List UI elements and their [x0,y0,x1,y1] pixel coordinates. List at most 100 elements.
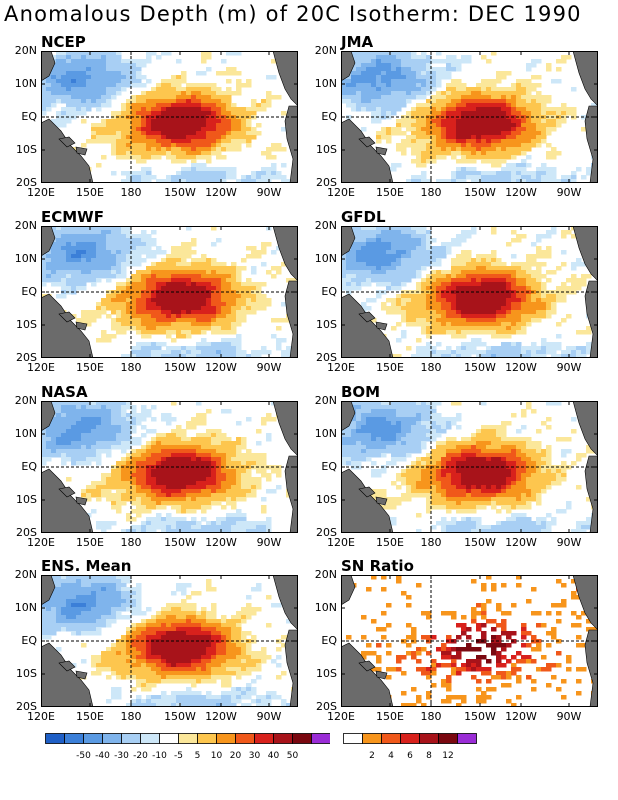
y-tick-label: 10S [16,318,37,331]
y-tick-label: 20S [316,351,337,364]
colorbar-swatch [381,733,401,744]
x-tick-label: 150E [76,710,104,723]
x-tick-label: 150W [164,186,196,199]
colorbar-swatch [362,733,382,744]
x-tick-label: 180 [120,710,142,723]
land-mass [58,660,76,672]
y-tick-label: 10N [14,427,37,440]
y-tick-label: 20N [314,44,337,57]
colorbar-label: -30 [114,751,129,761]
colorbar-label: 6 [407,751,413,761]
colorbar-label: -50 [76,751,91,761]
x-tick-label: 120W [505,186,537,199]
y-tick-label: 20S [16,176,37,189]
map-panel: SN Ratio 20N 10N EQ 10S 20S 120E 150E 180 150W 120… [315,557,598,723]
y-tick-label: EQ [21,460,37,473]
x-tick-label: 120E [27,361,55,374]
colorbar-label: 5 [195,751,201,761]
x-tick-label: 120E [327,361,355,374]
x-tick-label: 180 [120,536,142,549]
map-panel: BOM 20N 10N EQ 10S 20S 120E 150E 180 150W 120W 90W [315,383,598,549]
colorbar-swatch [140,733,160,744]
map-panel: GFDL 20N 10N EQ 10S 20S 120E 150E 180 150W 120W 90W [315,208,598,374]
colorbar-swatch [83,733,103,744]
colorbar-label: 12 [442,751,453,761]
land-mass [358,660,376,672]
land-mass [75,146,88,156]
colorbar-label: -5 [174,751,183,761]
panel-label: GFDL [341,208,386,226]
land-mass [75,321,88,331]
colorbar-swatch [343,733,363,744]
panel-label: NASA [41,383,88,401]
ratio-colorbar: 2 4 6 8 12 [343,733,477,761]
land-mass [272,51,298,107]
y-tick-label: 10S [16,667,37,680]
x-tick-label: 180 [120,361,142,374]
x-tick-label: 180 [420,361,442,374]
colorbar-label: 40 [268,751,280,761]
y-tick-label: 10S [316,667,337,680]
panel-label: JMA [341,33,374,51]
y-tick-label: 10S [316,318,337,331]
land-mass [584,105,598,183]
colorbar-swatch [400,733,420,744]
x-tick-label: 120W [205,710,237,723]
colorbar-label: 8 [426,751,432,761]
y-tick-label: 20S [316,176,337,189]
land-mass [284,629,298,707]
land-mass [341,293,394,358]
colorbar-label: 50 [287,751,299,761]
colorbar-swatch [178,733,198,744]
land-mass [375,321,388,331]
land-mass [58,136,76,148]
x-tick-label: 120E [27,536,55,549]
colorbar-swatch [457,733,477,744]
y-tick-label: 10S [316,493,337,506]
land-mass [584,280,598,358]
land-mass [58,311,76,323]
x-tick-label: 180 [120,186,142,199]
y-tick-label: EQ [21,285,37,298]
y-tick-label: 20N [314,394,337,407]
colorbar-swatch [216,733,236,744]
x-tick-label: 90W [556,536,582,549]
x-tick-label: 90W [556,361,582,374]
land-mass [341,401,356,432]
y-tick-label: 20S [16,351,37,364]
page-title: Anomalous Depth (m) of 20C Isotherm: DEC… [4,2,582,26]
land-mass [341,575,356,606]
y-tick-label: 20S [16,700,37,713]
map-panel: ECMWF 20N 10N EQ 10S 20S 120E 150E 180 150W 120W 90… [15,208,298,374]
x-tick-label: 90W [256,361,282,374]
land-mass [375,496,388,506]
map-panel: NASA 20N 10N EQ 10S 20S 120E 150E 180 150W 120W 90W [15,383,298,549]
y-tick-label: 20S [316,700,337,713]
land-mass [341,642,394,707]
land-mass [41,226,56,257]
x-tick-label: 120W [505,361,537,374]
anomaly-map [41,401,298,533]
land-mass [341,118,394,183]
x-tick-label: 120W [505,710,537,723]
colorbar-swatch [64,733,84,744]
land-mass [272,226,298,282]
x-tick-label: 150W [464,536,496,549]
land-mass [584,629,598,707]
x-tick-label: 150E [376,710,404,723]
land-mass [358,486,376,498]
land-mass [284,455,298,533]
land-mass [41,575,56,606]
anomaly-map [341,51,598,183]
y-tick-label: EQ [321,285,337,298]
x-tick-label: 90W [256,536,282,549]
y-tick-label: 20N [14,44,37,57]
colorbar-label: -10 [152,751,167,761]
land-mass [272,575,298,631]
land-mass [284,280,298,358]
y-tick-label: EQ [21,110,37,123]
anomaly-map [341,401,598,533]
anomaly-map [341,226,598,358]
x-tick-label: 90W [256,710,282,723]
x-tick-label: 150W [164,361,196,374]
